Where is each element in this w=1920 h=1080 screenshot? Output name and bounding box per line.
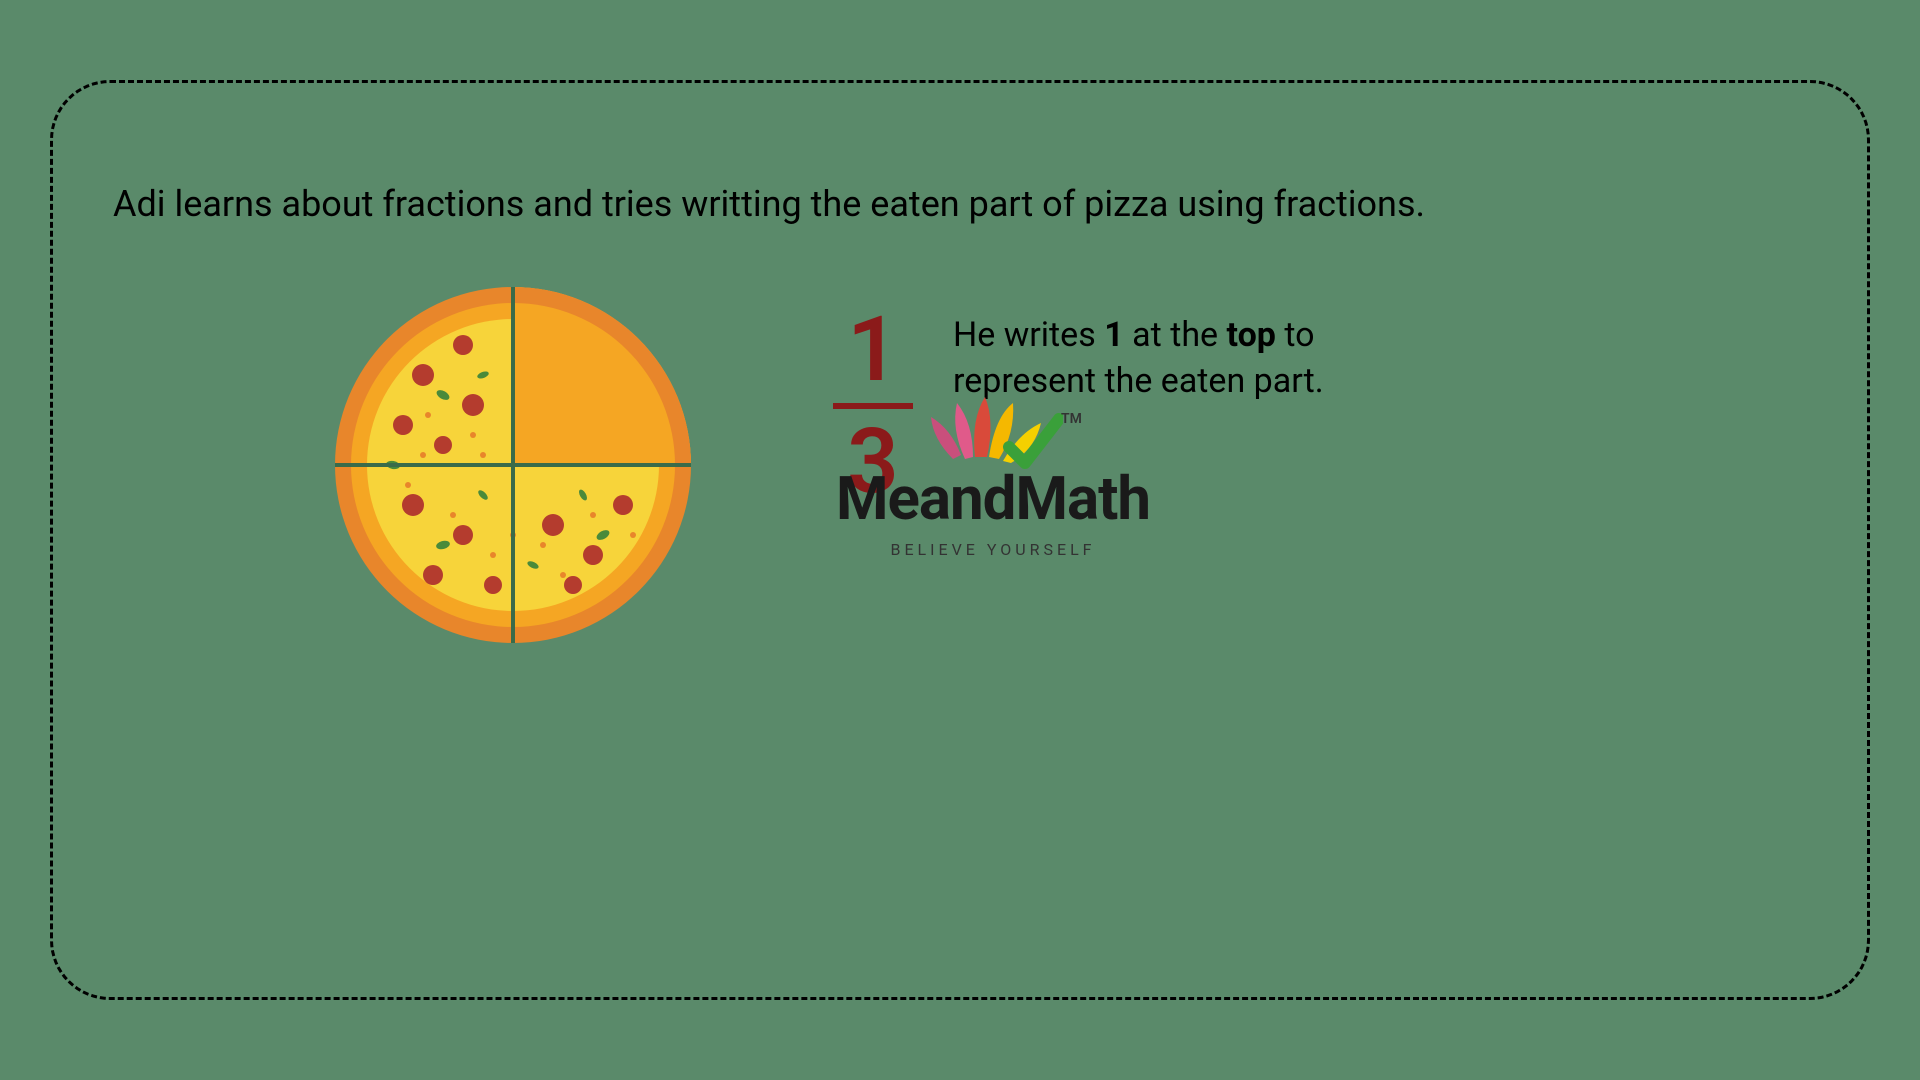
intro-text: Adi learns about fractions and tries wri… (103, 183, 1817, 225)
explain-mid: at the (1124, 315, 1227, 355)
content-row: 1 3 He writes 1 at the top to represent … (103, 285, 1817, 645)
explain-bold1: 1 (1104, 315, 1124, 355)
explanation-text: He writes 1 at the top to represent the … (953, 305, 1393, 405)
explain-prefix: He writes (953, 315, 1104, 355)
fraction-column: 1 3 He writes 1 at the top to represent … (833, 285, 1393, 507)
pizza-diagram (333, 285, 693, 645)
fraction-display: 1 3 (833, 305, 913, 507)
explain-bold2: top (1227, 315, 1276, 355)
fraction-denominator: 3 (847, 417, 898, 507)
lesson-frame: Adi learns about fractions and tries wri… (50, 80, 1870, 1000)
fraction-numerator: 1 (847, 305, 898, 395)
